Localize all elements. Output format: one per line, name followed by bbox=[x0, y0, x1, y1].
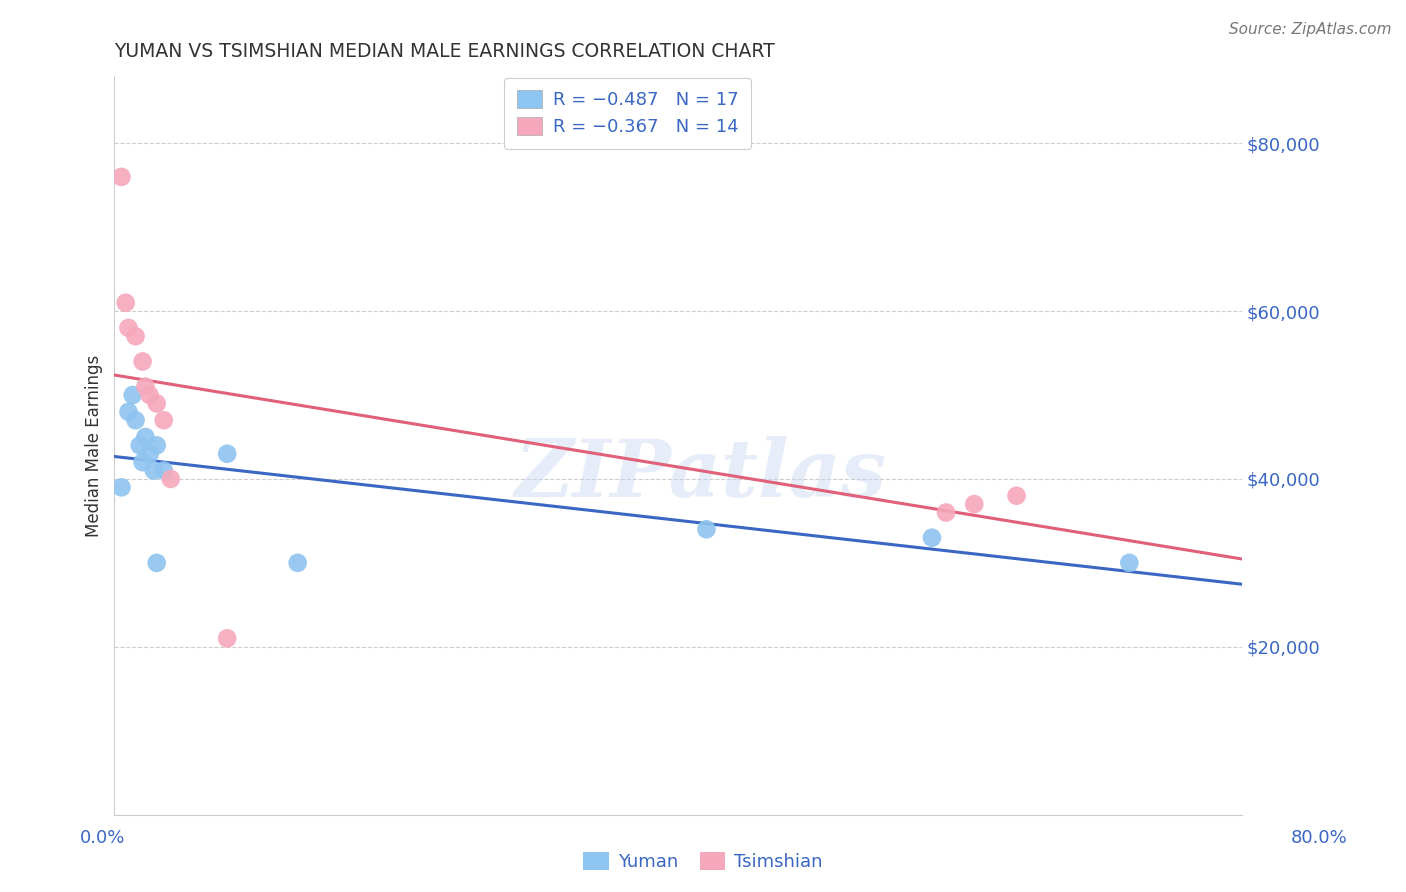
Text: YUMAN VS TSIMSHIAN MEDIAN MALE EARNINGS CORRELATION CHART: YUMAN VS TSIMSHIAN MEDIAN MALE EARNINGS … bbox=[114, 42, 775, 61]
Point bbox=[159, 472, 181, 486]
Point bbox=[152, 413, 174, 427]
Point bbox=[1005, 489, 1028, 503]
Legend: R = −0.487   N = 17, R = −0.367   N = 14: R = −0.487 N = 17, R = −0.367 N = 14 bbox=[503, 78, 751, 149]
Point bbox=[134, 430, 156, 444]
Point bbox=[134, 379, 156, 393]
Point bbox=[138, 447, 160, 461]
Point bbox=[131, 455, 153, 469]
Point bbox=[145, 396, 167, 410]
Point bbox=[935, 506, 957, 520]
Point bbox=[117, 321, 139, 335]
Point bbox=[695, 522, 717, 536]
Text: ZIPatlas: ZIPatlas bbox=[515, 436, 887, 514]
Text: 0.0%: 0.0% bbox=[80, 829, 125, 847]
Point bbox=[287, 556, 309, 570]
Point bbox=[110, 480, 132, 494]
Point bbox=[1118, 556, 1140, 570]
Point bbox=[145, 438, 167, 452]
Point bbox=[152, 464, 174, 478]
Point bbox=[131, 354, 153, 368]
Point bbox=[121, 388, 143, 402]
Point bbox=[124, 413, 146, 427]
Point bbox=[963, 497, 986, 511]
Point bbox=[117, 405, 139, 419]
Point bbox=[128, 438, 150, 452]
Point bbox=[114, 295, 136, 310]
Y-axis label: Median Male Earnings: Median Male Earnings bbox=[86, 354, 103, 536]
Point bbox=[145, 556, 167, 570]
Point bbox=[217, 447, 239, 461]
Text: Source: ZipAtlas.com: Source: ZipAtlas.com bbox=[1229, 22, 1392, 37]
Point bbox=[110, 169, 132, 184]
Point bbox=[217, 632, 239, 646]
Point bbox=[921, 531, 943, 545]
Point bbox=[124, 329, 146, 343]
Point bbox=[138, 388, 160, 402]
Legend: Yuman, Tsimshian: Yuman, Tsimshian bbox=[576, 846, 830, 879]
Point bbox=[142, 464, 165, 478]
Text: 80.0%: 80.0% bbox=[1291, 829, 1347, 847]
